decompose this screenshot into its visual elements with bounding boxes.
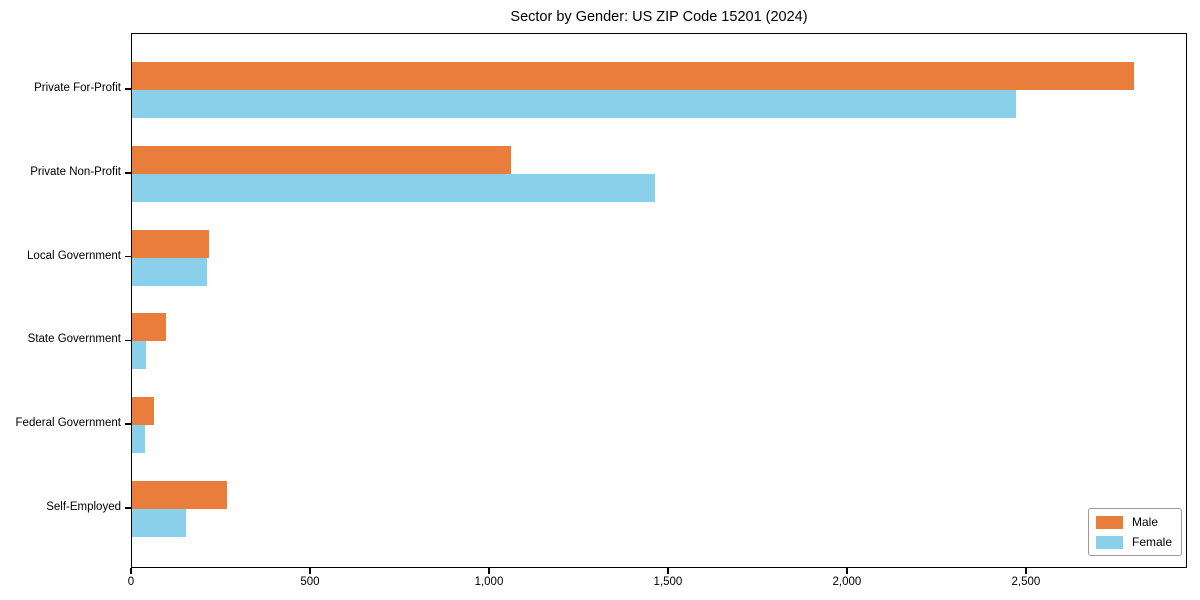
y-tick-mark <box>125 172 131 174</box>
y-tick-label: State Government <box>27 333 121 346</box>
bar-female-private-for-profit <box>132 90 1017 118</box>
bar-male-federal-government <box>132 397 154 426</box>
y-tick-label: Self-Employed <box>46 501 121 513</box>
legend-item-male: Male <box>1095 515 1172 529</box>
x-tick-label: 500 <box>300 576 320 588</box>
y-tick-label: Local Government <box>27 249 121 262</box>
x-tick-label: 2,500 <box>1011 576 1041 588</box>
legend-item-female: Female <box>1095 535 1172 549</box>
x-tick-label: 0 <box>127 576 135 588</box>
bar-male-state-government <box>132 313 166 342</box>
bar-female-private-non-profit <box>132 173 655 202</box>
bar-female-local-government <box>132 257 208 286</box>
x-tick-mark <box>846 568 848 574</box>
bar-female-self-employed <box>132 509 186 537</box>
bar-female-state-government <box>132 341 147 370</box>
x-tick-mark <box>309 568 311 574</box>
y-tick-label: Private For-Profit <box>34 82 121 94</box>
bar-male-private-for-profit <box>132 62 1135 90</box>
legend: Male Female <box>1087 508 1182 556</box>
x-tick-mark <box>1025 568 1027 574</box>
legend-swatch-male <box>1095 515 1123 529</box>
y-tick-mark <box>125 339 131 342</box>
y-axis-labels: Private For-Profit Private Non-Profit Loca… <box>0 33 121 568</box>
legend-swatch-female <box>1095 535 1123 549</box>
legend-label-female: Female <box>1131 535 1172 549</box>
x-axis-ticks: 0 500 1,000 1,500 2,000 2,500 <box>128 568 1187 598</box>
bar-male-private-non-profit <box>132 145 512 174</box>
y-tick-mark <box>125 255 131 258</box>
x-tick-mark <box>667 568 669 574</box>
chart-title: Sector by Gender: US ZIP Code 15201 (202… <box>510 9 808 25</box>
plot-area: Male Female <box>131 33 1187 568</box>
y-tick-label: Private Non-Profit <box>30 165 121 178</box>
y-tick-mark <box>125 423 131 425</box>
x-tick-label: 1,500 <box>653 576 683 588</box>
x-tick-mark <box>488 568 490 574</box>
legend-label-male: Male <box>1131 515 1158 529</box>
bar-male-local-government <box>132 229 209 258</box>
y-tick-label: Federal Government <box>15 417 121 430</box>
y-tick-mark <box>125 507 131 509</box>
x-tick-label: 1,000 <box>474 576 504 588</box>
x-tick-mark <box>130 568 132 574</box>
bar-female-federal-government <box>132 425 145 454</box>
bar-male-self-employed <box>132 481 227 509</box>
x-tick-label: 2,000 <box>832 576 862 588</box>
y-tick-mark <box>125 88 131 90</box>
